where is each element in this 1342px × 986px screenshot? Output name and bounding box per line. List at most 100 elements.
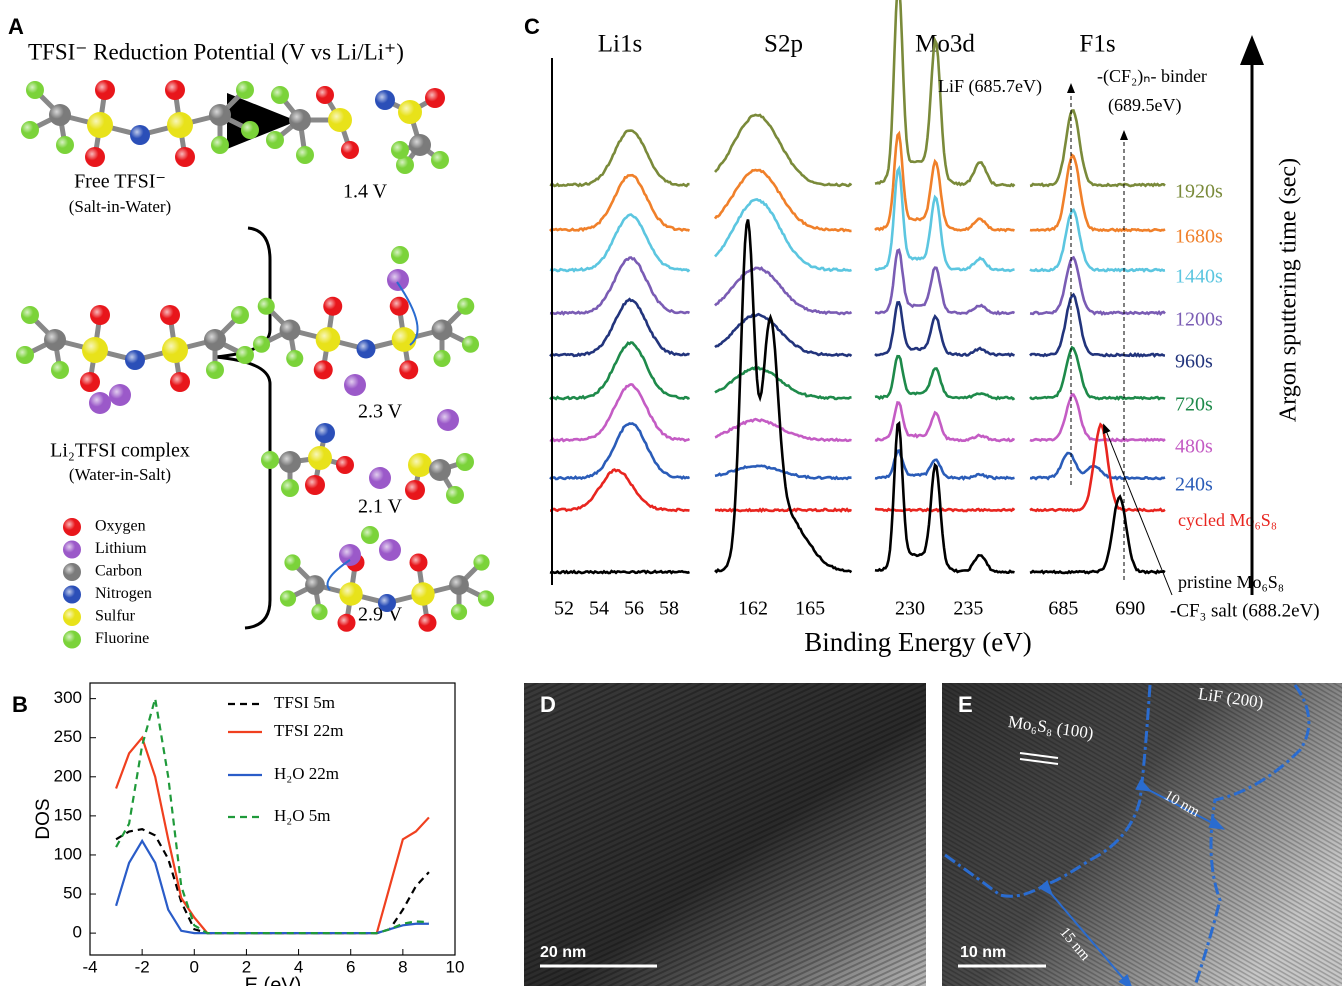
x-tick-label: 230 xyxy=(895,598,925,620)
atom-shine xyxy=(451,604,467,620)
atom-shine xyxy=(391,141,409,159)
legend-swatch-shine xyxy=(63,631,81,649)
spectrum xyxy=(715,115,852,186)
x-tick-label: 235 xyxy=(953,598,983,620)
x-tick-label: -4 xyxy=(82,957,97,976)
time-axis-label: Argon sputtering time (sec) xyxy=(1276,158,1302,422)
molecules xyxy=(16,80,494,632)
legend-label: Sulfur xyxy=(95,608,136,625)
atom-shine xyxy=(162,337,188,363)
legend-label: H₂O 5m xyxy=(274,806,330,825)
x-tick-label: 690 xyxy=(1115,598,1145,620)
legend-swatch-shine xyxy=(63,563,81,581)
atom-shine xyxy=(51,361,69,379)
atom-shine xyxy=(409,134,431,156)
atom-shine xyxy=(281,479,299,497)
y-tick-label: 200 xyxy=(54,766,82,785)
trace-label: 720s xyxy=(1175,394,1213,416)
atom-shine xyxy=(236,346,254,364)
x-tick-label: 162 xyxy=(738,598,768,620)
y-tick-label: 100 xyxy=(54,844,82,863)
atom-shine xyxy=(328,108,352,132)
column-title: S2p xyxy=(764,31,803,58)
column-title: Mo3d xyxy=(915,31,975,58)
atom-shine xyxy=(339,582,362,605)
plot-frame xyxy=(90,683,455,955)
atom-shine xyxy=(56,136,74,154)
molecule-label: Li₂TFSI complex xyxy=(50,440,190,462)
molecule-label: Free TFSI⁻ xyxy=(74,171,166,193)
panel-a: TFSI⁻ Reduction Potential (V vs Li/Li⁺) … xyxy=(16,39,494,648)
panel-label: B xyxy=(12,692,28,717)
lattice-fringes xyxy=(942,683,1342,986)
atom-shine xyxy=(125,350,145,370)
atom-shine xyxy=(261,451,279,469)
atom-shine xyxy=(338,614,356,632)
atom-shine xyxy=(408,453,432,477)
spectrum xyxy=(715,367,852,399)
atom-shine xyxy=(431,151,449,169)
title: TFSI⁻ Reduction Potential (V vs Li/Li⁺) xyxy=(28,39,404,64)
legend-swatch-shine xyxy=(63,518,81,536)
atom-shine xyxy=(160,305,180,325)
trace-label: 1920s xyxy=(1175,181,1223,203)
atom-shine xyxy=(391,246,409,264)
legend-label: Fluorine xyxy=(95,630,149,647)
atom-shine xyxy=(419,614,437,632)
x-tick-label: 6 xyxy=(346,957,355,976)
x-axis-label: E (eV) xyxy=(245,974,302,986)
atom-shine xyxy=(266,131,284,149)
atom-shine xyxy=(167,112,193,138)
atom-shine xyxy=(305,575,325,595)
spectrum xyxy=(715,314,852,356)
y-tick-label: 50 xyxy=(63,884,82,903)
atom-legend: OxygenLithiumCarbonNitrogenSulfurFluorin… xyxy=(63,518,152,649)
spectrum xyxy=(1030,155,1165,231)
spectrum xyxy=(550,299,690,356)
trace-label: 1440s xyxy=(1175,266,1223,288)
spectrum xyxy=(875,509,1015,511)
x-tick-label: 8 xyxy=(398,957,407,976)
legend-label: Carbon xyxy=(95,563,142,580)
atom-shine xyxy=(209,104,231,126)
atom-shine xyxy=(44,329,66,351)
atom-shine xyxy=(305,475,325,495)
atom-shine xyxy=(206,361,224,379)
spectrum xyxy=(875,424,1015,573)
legend-label: Oxygen xyxy=(95,518,146,535)
atom-shine xyxy=(339,544,361,566)
potential: 2.3 V xyxy=(358,401,403,423)
spectrum xyxy=(1030,210,1165,271)
atom-shine xyxy=(90,305,110,325)
legend-label: Lithium xyxy=(95,540,147,557)
atom-shine xyxy=(280,320,301,341)
panel-e: E Mo₆S₈ (100) LiF (200) 10 nm 15 nm 10 n… xyxy=(942,683,1342,986)
trace-label: 480s xyxy=(1175,436,1213,458)
x-tick-label: 10 xyxy=(446,957,465,976)
lattice-fringes xyxy=(524,683,926,986)
potential: 2.1 V xyxy=(358,496,403,518)
trace-label: pristine Mo₆S₈ xyxy=(1178,572,1284,592)
atom-shine xyxy=(341,141,359,159)
spectrum xyxy=(1030,111,1165,187)
atom-shine xyxy=(398,100,422,124)
molecule-note: (Water-in-Salt) xyxy=(69,465,171,484)
spectrum xyxy=(550,571,690,573)
atom-shine xyxy=(165,80,185,100)
spectrum xyxy=(1030,453,1165,479)
atom-shine xyxy=(130,125,150,145)
atom-shine xyxy=(211,136,229,154)
atom-shine xyxy=(289,109,311,131)
annotation: -(CF₂)ₙ- binder xyxy=(1097,66,1207,87)
spectrum xyxy=(875,302,1015,355)
atom-shine xyxy=(357,340,376,359)
annotation: -CF₃ salt (688.2eV) xyxy=(1170,600,1320,621)
atom-shine xyxy=(344,374,366,396)
atom-shine xyxy=(433,350,450,367)
atom-shine xyxy=(410,554,428,572)
column-title: Li1s xyxy=(598,31,642,58)
legend-swatch-shine xyxy=(63,541,81,559)
atom-shine xyxy=(296,146,314,164)
trace-label: 960s xyxy=(1175,351,1213,373)
